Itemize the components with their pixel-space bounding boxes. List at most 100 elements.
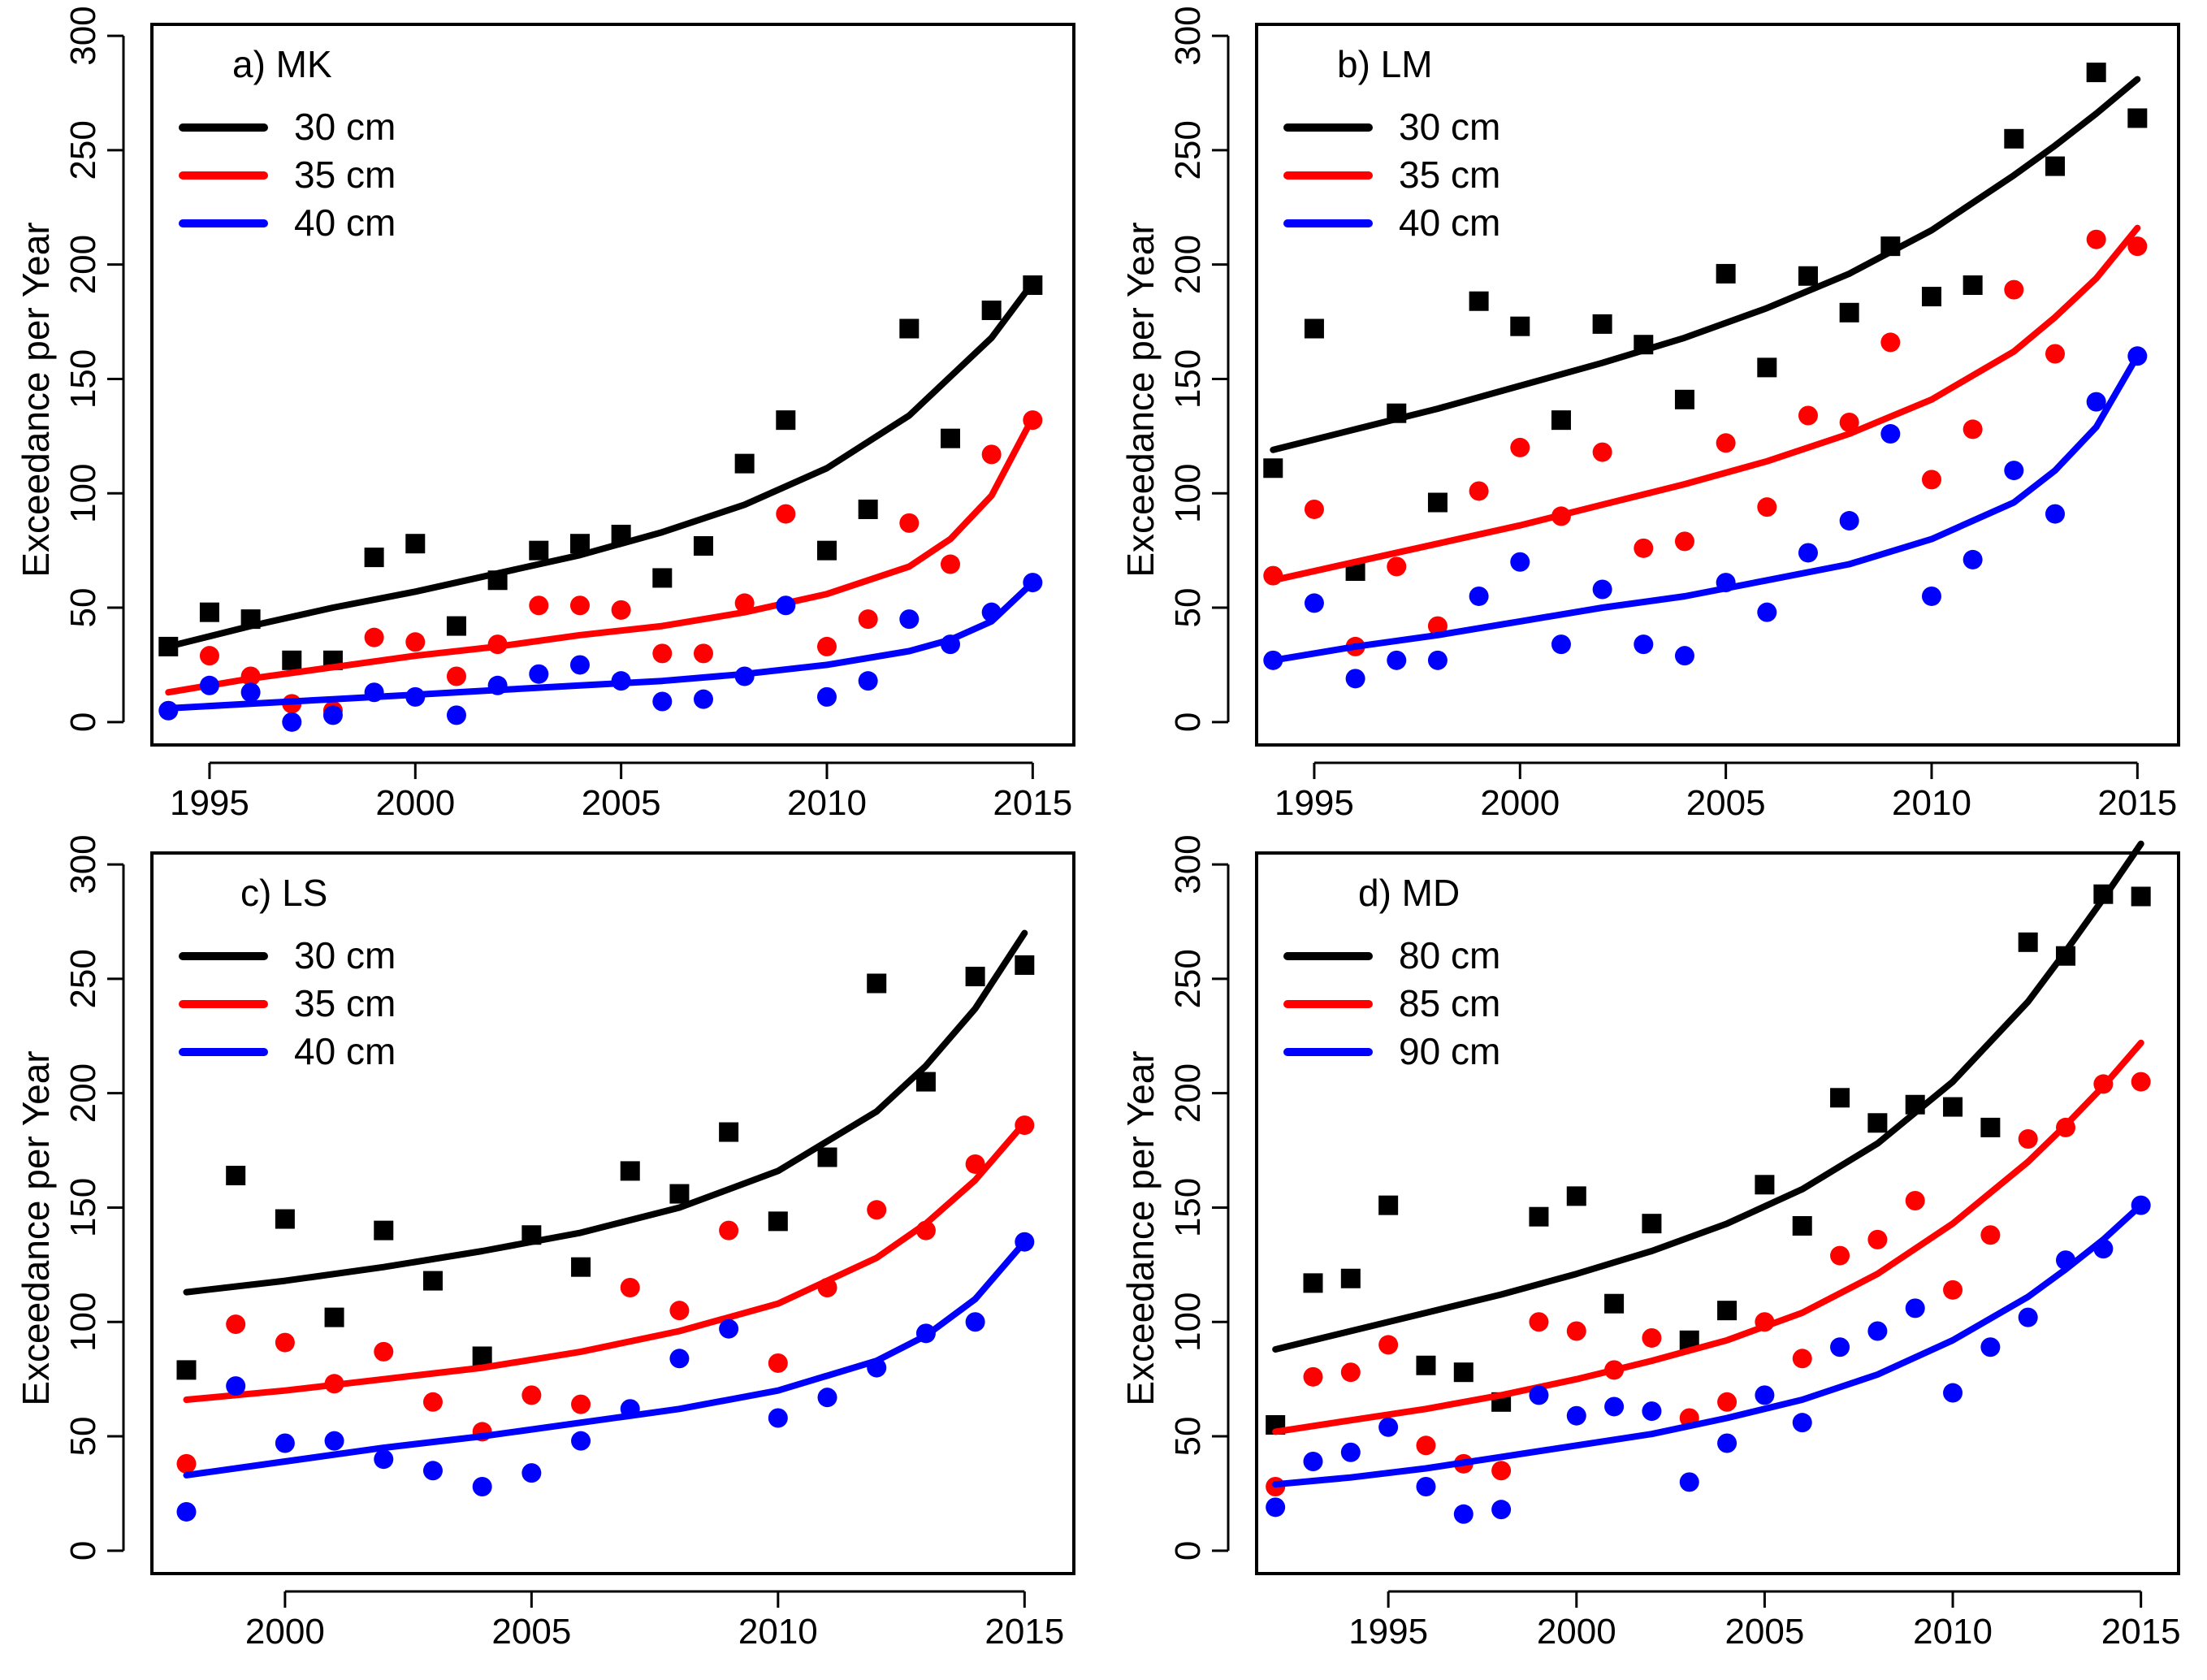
data-point-30cm: [817, 1147, 837, 1167]
data-point-80cm: [1867, 1113, 1888, 1133]
data-point-35cm: [940, 554, 960, 574]
data-point-30cm: [965, 967, 985, 987]
y-axis-label: Exceedance per Year: [15, 1050, 57, 1405]
y-tick-label: 300: [63, 6, 103, 65]
data-point-30cm: [364, 548, 384, 568]
data-point-30cm: [226, 1166, 246, 1186]
data-point-35cm: [2004, 279, 2024, 300]
data-point-35cm: [1592, 442, 1612, 462]
data-point-40cm: [1551, 634, 1571, 655]
y-tick-label: 300: [1168, 6, 1208, 65]
axis-layer: 0 50 100 150 200 250 300 1995 2000 2005 2010 2015: [1168, 6, 2177, 823]
axis-layer: 0 50 100 150 200 250 300 1995 2000 2005 2010 2015: [1168, 834, 2181, 1652]
data-point-35cm: [521, 1385, 542, 1405]
data-point-85cm: [1416, 1435, 1436, 1456]
data-point-90cm: [1453, 1504, 1473, 1524]
data-point-30cm: [569, 534, 590, 554]
data-point-35cm: [776, 504, 796, 524]
data-point-40cm: [569, 655, 590, 675]
data-layer: [158, 275, 1043, 732]
data-point-40cm: [899, 609, 920, 630]
data-point-30cm: [1880, 236, 1901, 257]
data-point-40cm: [817, 1388, 837, 1408]
data-point-30cm: [1263, 458, 1283, 478]
panel-title: a) MK: [232, 43, 332, 85]
data-point-80cm: [1792, 1215, 1812, 1236]
x-tick-label: 2000: [375, 783, 455, 823]
data-point-30cm: [620, 1161, 640, 1181]
legend-label-40cm: 40 cm: [1399, 201, 1500, 244]
data-point-80cm: [1416, 1355, 1436, 1375]
data-point-30cm: [472, 1346, 492, 1366]
plot-frame: [1255, 851, 2180, 1575]
y-tick-label: 50: [1168, 588, 1208, 628]
data-point-40cm: [1798, 543, 1818, 563]
data-point-30cm: [240, 609, 261, 630]
data-point-85cm: [1943, 1279, 1963, 1300]
data-point-35cm: [1015, 1115, 1035, 1136]
legend-label-40cm: 40 cm: [294, 201, 396, 244]
legend-label-30cm: 30 cm: [1399, 106, 1500, 148]
data-point-80cm: [1378, 1195, 1399, 1215]
y-tick-label: 250: [63, 949, 103, 1008]
y-tick-label: 0: [1168, 712, 1208, 732]
data-point-35cm: [1757, 497, 1777, 517]
x-tick-label: 2005: [1724, 1612, 1804, 1652]
data-point-35cm: [275, 1332, 295, 1353]
data-point-30cm: [405, 534, 426, 554]
data-point-40cm: [422, 1461, 443, 1481]
data-point-30cm: [1510, 316, 1530, 336]
y-tick-label: 150: [63, 349, 103, 409]
data-point-40cm: [1345, 669, 1365, 689]
data-point-40cm: [1469, 586, 1489, 606]
y-tick-label: 0: [1168, 1541, 1208, 1561]
data-point-85cm: [1566, 1321, 1586, 1341]
data-point-35cm: [226, 1314, 246, 1335]
data-point-40cm: [768, 1408, 788, 1428]
data-point-30cm: [571, 1257, 591, 1277]
data-point-35cm: [1469, 481, 1489, 501]
data-point-30cm: [940, 428, 960, 448]
x-tick-label: 2005: [582, 783, 661, 823]
data-point-40cm: [521, 1463, 542, 1483]
data-point-85cm: [1303, 1366, 1323, 1387]
data-point-30cm: [2127, 108, 2148, 128]
data-point-90cm: [2018, 1307, 2038, 1327]
data-point-40cm: [374, 1449, 394, 1470]
data-point-40cm: [1263, 650, 1283, 670]
data-point-40cm: [176, 1501, 197, 1522]
data-point-40cm: [1839, 511, 1859, 531]
legend-label-80cm: 80 cm: [1399, 934, 1500, 976]
data-point-30cm: [1592, 314, 1612, 334]
data-point-40cm: [2086, 392, 2106, 412]
data-point-35cm: [1962, 419, 1983, 439]
data-point-80cm: [2018, 932, 2038, 952]
data-point-40cm: [867, 1357, 887, 1378]
axis-layer: 0 50 100 150 200 250 300 1995 2000 2005 2010 2015: [63, 6, 1072, 823]
data-point-35cm: [719, 1220, 739, 1241]
data-point-40cm: [693, 689, 713, 709]
data-point-35cm: [2045, 344, 2065, 364]
data-point-30cm: [611, 524, 631, 544]
data-point-85cm: [1755, 1312, 1775, 1332]
data-point-30cm: [1469, 291, 1489, 311]
data-point-90cm: [1755, 1385, 1775, 1405]
data-point-40cm: [1592, 579, 1612, 600]
y-tick-label: 150: [1168, 349, 1208, 409]
fit-line-35cm: [183, 1119, 1028, 1403]
y-tick-label: 250: [63, 120, 103, 180]
fit-line-35cm: [165, 414, 1036, 696]
legend: 80 cm 85 cm 90 cm: [1283, 934, 1500, 1072]
data-point-40cm: [1716, 573, 1736, 593]
data-point-85cm: [1604, 1360, 1625, 1380]
data-point-90cm: [2093, 1239, 2114, 1259]
data-point-80cm: [1943, 1097, 1963, 1117]
data-point-40cm: [446, 705, 466, 725]
data-point-85cm: [1378, 1335, 1399, 1355]
data-point-30cm: [521, 1225, 542, 1245]
data-point-35cm: [816, 636, 837, 656]
data-point-30cm: [858, 499, 878, 519]
data-point-30cm: [2086, 63, 2106, 83]
data-point-30cm: [1757, 357, 1777, 378]
data-point-30cm: [981, 300, 1002, 320]
